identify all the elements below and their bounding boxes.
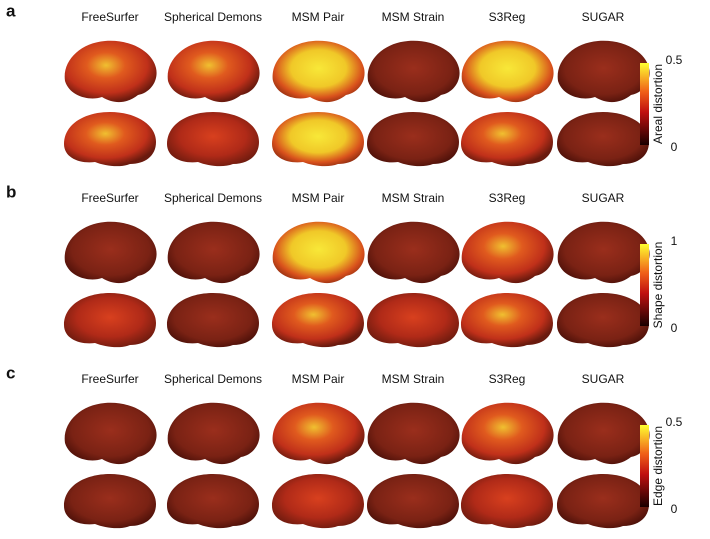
- brain-medial: [272, 474, 364, 529]
- brain-lateral: [461, 221, 554, 284]
- colorbar: [640, 63, 649, 145]
- brain-medial: [367, 474, 459, 529]
- brain-lateral: [272, 40, 365, 103]
- brain-medial: [557, 293, 649, 348]
- brain-medial: [461, 293, 553, 348]
- brain-medial: [461, 112, 553, 167]
- brain-medial: [367, 293, 459, 348]
- colorbar-min: 0: [671, 502, 678, 516]
- brain-lateral: [557, 40, 650, 103]
- method-label: SUGAR: [582, 372, 625, 386]
- panel-label: b: [6, 182, 16, 201]
- method-label: S3Reg: [489, 372, 526, 386]
- colorbar-title: Shape distortion: [651, 242, 665, 329]
- brain-lateral: [367, 402, 460, 465]
- brain-medial: [272, 112, 364, 167]
- brain-lateral: [167, 40, 260, 103]
- method-label: FreeSurfer: [81, 191, 138, 205]
- method-label: MSM Strain: [382, 191, 445, 205]
- method-label: MSM Pair: [292, 10, 345, 24]
- brain-medial: [64, 112, 156, 167]
- colorbar-max: 1: [671, 234, 678, 248]
- method-label: MSM Pair: [292, 372, 345, 386]
- method-label: MSM Strain: [382, 10, 445, 24]
- colorbar: [640, 425, 649, 507]
- brain-lateral: [461, 402, 554, 465]
- brain-medial: [557, 474, 649, 529]
- panel-label: c: [6, 363, 15, 382]
- method-label: Spherical Demons: [164, 372, 262, 386]
- brain-medial: [167, 293, 259, 348]
- brain-lateral: [64, 40, 157, 103]
- brain-medial: [461, 474, 553, 529]
- method-label: S3Reg: [489, 10, 526, 24]
- brain-lateral: [64, 402, 157, 465]
- method-label: FreeSurfer: [81, 10, 138, 24]
- brain-lateral: [367, 40, 460, 103]
- colorbar-min: 0: [671, 321, 678, 335]
- brain-medial: [64, 474, 156, 529]
- method-label: Spherical Demons: [164, 191, 262, 205]
- brain-lateral: [367, 221, 460, 284]
- panel-label: a: [6, 1, 16, 20]
- brain-medial: [64, 293, 156, 348]
- colorbar-title: Edge distortion: [651, 426, 665, 506]
- brain-lateral: [272, 402, 365, 465]
- brain-medial: [272, 293, 364, 348]
- brain-lateral: [272, 221, 365, 284]
- method-label: SUGAR: [582, 10, 625, 24]
- method-label: S3Reg: [489, 191, 526, 205]
- brain-lateral: [64, 221, 157, 284]
- method-label: MSM Pair: [292, 191, 345, 205]
- brain-lateral: [461, 40, 554, 103]
- brain-lateral: [167, 402, 260, 465]
- colorbar: [640, 244, 649, 326]
- brain-medial: [167, 474, 259, 529]
- method-label: Spherical Demons: [164, 10, 262, 24]
- method-label: MSM Strain: [382, 372, 445, 386]
- colorbar-max: 0.5: [666, 53, 683, 67]
- method-label: SUGAR: [582, 191, 625, 205]
- colorbar-title: Areal distortion: [651, 64, 665, 144]
- brain-medial: [367, 112, 459, 167]
- colorbar-min: 0: [671, 140, 678, 154]
- method-label: FreeSurfer: [81, 372, 138, 386]
- brain-lateral: [557, 221, 650, 284]
- brain-lateral: [557, 402, 650, 465]
- brain-lateral: [167, 221, 260, 284]
- brain-medial: [167, 112, 259, 167]
- brain-medial: [557, 112, 649, 167]
- colorbar-max: 0.5: [666, 415, 683, 429]
